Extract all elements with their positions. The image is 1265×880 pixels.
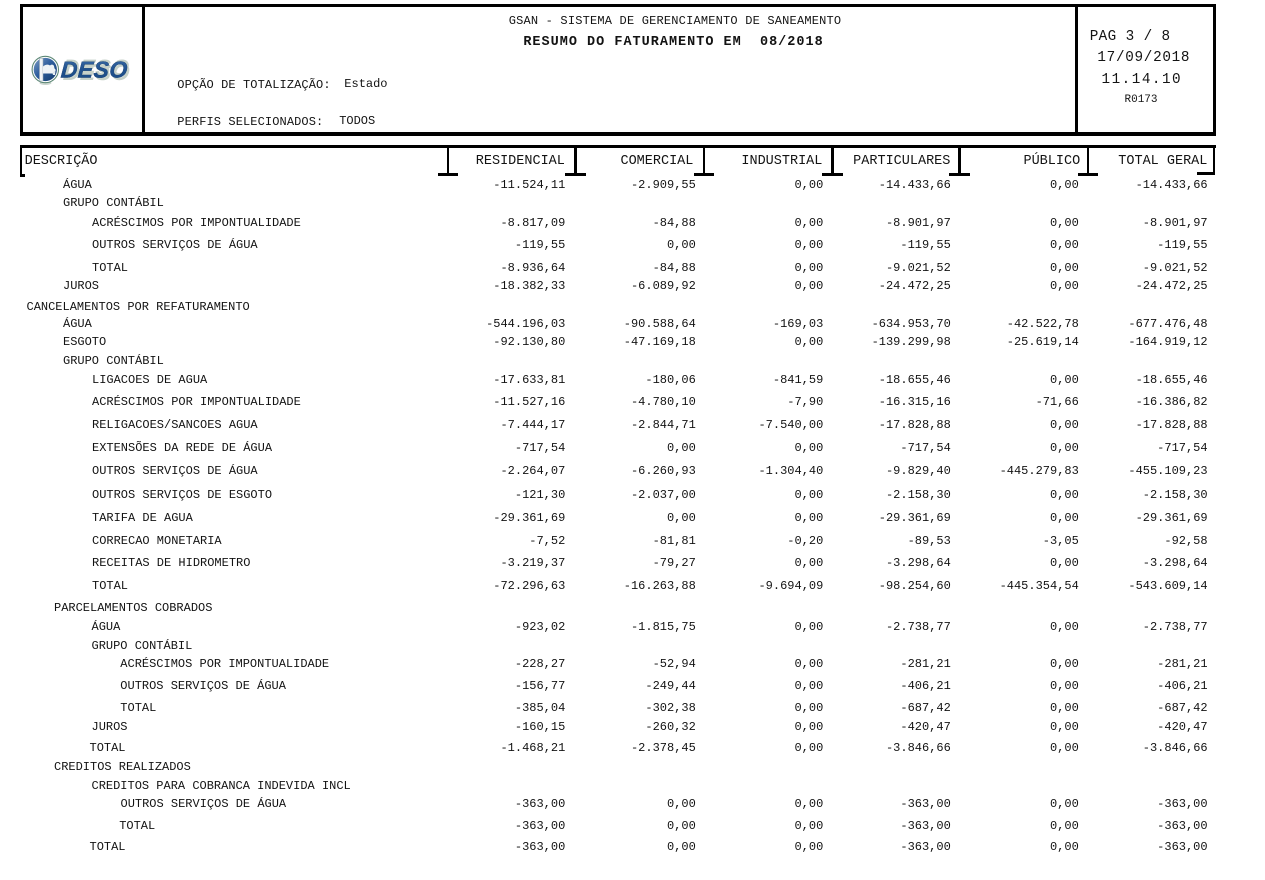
svg-text:DESO: DESO <box>62 55 131 81</box>
svg-text:DESO: DESO <box>62 59 131 85</box>
svg-text:DESO: DESO <box>60 57 129 83</box>
